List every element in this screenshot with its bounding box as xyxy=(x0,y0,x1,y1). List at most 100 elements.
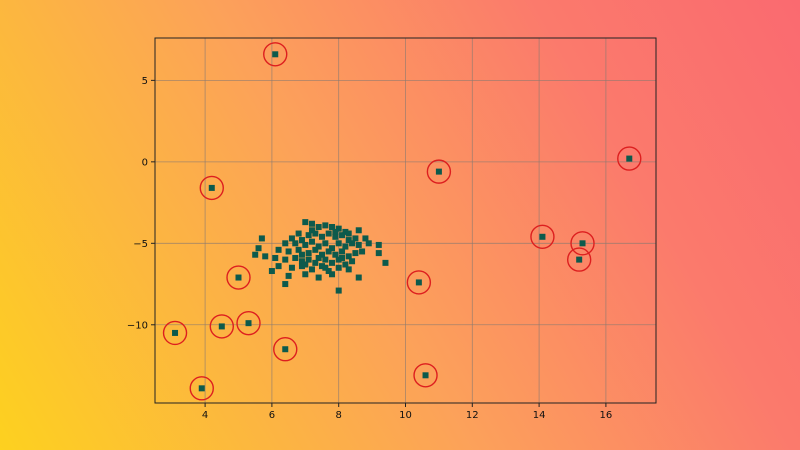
cluster-point xyxy=(295,246,302,253)
cluster-point xyxy=(339,254,346,261)
y-axis: 5 0 −5 −10 xyxy=(127,76,155,331)
x-tick-label: 8 xyxy=(336,410,342,421)
cluster-point xyxy=(292,254,299,261)
cluster-point xyxy=(285,272,292,279)
cluster-point xyxy=(355,227,362,234)
cluster-point xyxy=(329,271,336,278)
cluster-point xyxy=(332,233,339,240)
cluster-point xyxy=(329,224,336,231)
cluster-point xyxy=(332,228,339,235)
outlier-ring xyxy=(199,175,224,201)
cluster-point xyxy=(332,251,339,258)
cluster-point xyxy=(302,219,309,226)
cluster-point xyxy=(335,264,342,271)
outlier-ring xyxy=(570,231,595,256)
cluster-point xyxy=(282,281,289,288)
data-points xyxy=(172,51,633,392)
cluster-point xyxy=(322,264,329,271)
y-tick-label: 0 xyxy=(142,157,148,168)
outlier-point xyxy=(245,320,252,327)
x-tick-label: 6 xyxy=(269,410,275,421)
x-tick-label: 10 xyxy=(399,410,412,421)
cluster-point xyxy=(335,225,342,232)
cluster-point xyxy=(302,271,309,278)
cluster-point xyxy=(275,246,282,253)
cluster-point xyxy=(325,230,332,237)
cluster-point xyxy=(315,274,322,281)
cluster-point xyxy=(255,245,262,252)
cluster-point xyxy=(345,266,352,273)
outlier-point xyxy=(172,329,179,336)
cluster-point xyxy=(285,248,292,255)
cluster-point xyxy=(329,245,336,252)
outlier-point xyxy=(282,346,289,353)
outlier-ring xyxy=(263,42,288,67)
cluster-point xyxy=(335,256,342,263)
cluster-point xyxy=(352,235,359,242)
cluster-point xyxy=(339,248,346,255)
cluster-point xyxy=(308,227,315,234)
outlier-point xyxy=(435,168,442,175)
cluster-point xyxy=(305,232,312,239)
outlier-ring xyxy=(530,224,555,249)
outlier-ring xyxy=(566,247,592,272)
x-axis: 4 6 8 10 12 14 16 xyxy=(202,403,612,421)
cluster-point xyxy=(325,268,332,275)
cluster-point xyxy=(298,251,305,258)
cluster-point xyxy=(345,237,352,244)
cluster-point xyxy=(288,235,295,242)
outlier-rings xyxy=(162,42,642,401)
outlier-point xyxy=(235,274,242,281)
cluster-point xyxy=(308,238,315,245)
y-tick-label: −5 xyxy=(133,239,148,250)
x-tick-label: 12 xyxy=(466,410,479,421)
outlier-ring xyxy=(162,320,188,346)
cluster-point xyxy=(315,224,322,231)
cluster-point xyxy=(345,253,352,260)
cluster-point xyxy=(322,222,329,229)
cluster-point xyxy=(292,240,299,247)
y-tick-label: −10 xyxy=(127,320,148,331)
cluster-point xyxy=(325,248,332,255)
cluster-point xyxy=(335,240,342,247)
cluster-point xyxy=(302,261,309,268)
cluster-point xyxy=(302,241,309,248)
x-tick-label: 16 xyxy=(600,410,613,421)
outlier-point xyxy=(539,233,546,240)
cluster-point xyxy=(355,241,362,248)
cluster-point xyxy=(258,235,265,242)
cluster-point xyxy=(298,263,305,270)
outlier-ring xyxy=(236,310,261,336)
cluster-point xyxy=(375,241,382,248)
cluster-point xyxy=(252,251,259,258)
outlier-point xyxy=(626,155,633,162)
cluster-point xyxy=(312,246,319,253)
cluster-point xyxy=(315,243,322,250)
cluster-point xyxy=(342,228,349,235)
cluster-point xyxy=(288,264,295,271)
cluster-point xyxy=(365,240,372,247)
outlier-ring xyxy=(273,337,298,362)
outlier-point xyxy=(218,323,225,330)
outlier-point xyxy=(415,279,422,286)
cluster-point xyxy=(272,254,279,261)
outlier-point xyxy=(576,256,583,263)
cluster-point xyxy=(349,240,356,247)
cluster-point xyxy=(322,240,329,247)
cluster-point xyxy=(262,253,269,260)
cluster-point xyxy=(352,250,359,257)
outlier-ring xyxy=(189,376,214,401)
x-tick-label: 4 xyxy=(202,410,208,421)
cluster-point xyxy=(312,230,319,237)
cluster-point xyxy=(308,266,315,273)
cluster-point xyxy=(359,248,366,255)
cluster-point xyxy=(345,230,352,237)
cluster-point xyxy=(305,256,312,263)
x-tick-label: 14 xyxy=(533,410,546,421)
cluster-point xyxy=(342,243,349,250)
outlier-point xyxy=(198,385,205,392)
cluster-point xyxy=(312,259,319,266)
cluster-point xyxy=(362,235,369,242)
outlier-ring xyxy=(617,146,642,171)
